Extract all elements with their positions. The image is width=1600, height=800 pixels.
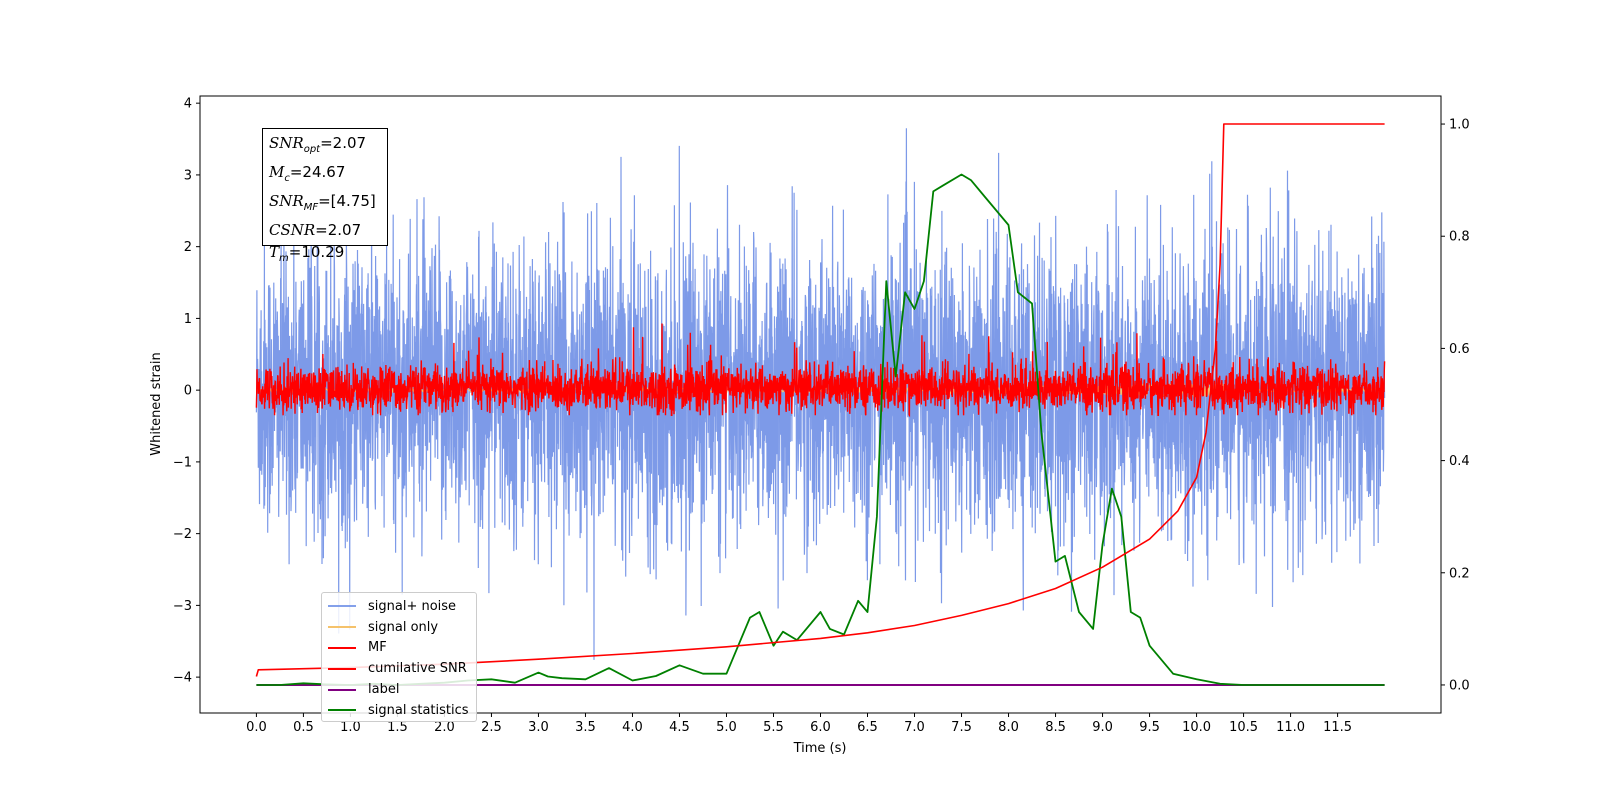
legend-item: signal+ noise <box>328 596 470 617</box>
legend-swatch <box>328 626 356 629</box>
series-mf <box>255 323 1386 418</box>
x-axis-label: Time (s) <box>793 741 847 756</box>
y-right-tick-label: 0.6 <box>1449 342 1470 357</box>
mc-row: Mc=24.67 <box>269 163 346 184</box>
x-tick-label: 8.0 <box>998 720 1019 735</box>
legend-item: MF <box>328 638 470 659</box>
x-tick-label: 7.0 <box>904 720 925 735</box>
x-tick-label: 2.5 <box>481 720 502 735</box>
legend-label: cumilative SNR <box>368 661 467 677</box>
legend-label: label <box>368 682 400 698</box>
y-left-tick-label: 3 <box>184 168 192 183</box>
legend-swatch <box>328 667 356 670</box>
y-axis-right: 1.0 0.8 0.6 0.4 0.2 0.0 <box>1441 118 1470 693</box>
x-tick-label: 3.0 <box>528 720 549 735</box>
snr-opt-row: SNRopt=2.07 <box>269 134 367 155</box>
y-axis-label: Whitened strain <box>149 352 164 455</box>
x-tick-label: 3.5 <box>575 720 596 735</box>
x-axis: 0.0 0.5 1.0 1.5 2.0 2.5 3.0 3.5 4.0 4.5 5.0 5.5 6.0 6… <box>246 713 1352 735</box>
legend-item: label <box>328 679 470 700</box>
snr-opt-value: =2.07 <box>320 134 367 152</box>
y-left-tick-label: −1 <box>173 455 192 470</box>
y-left-tick-label: −2 <box>173 527 192 542</box>
x-tick-label: 6.0 <box>810 720 831 735</box>
annotation-box: SNRopt=2.07 Mc=24.67 SNRMF=[4.75] CSNR=2… <box>262 128 388 264</box>
x-tick-label: 4.0 <box>622 720 643 735</box>
x-tick-label: 8.5 <box>1045 720 1066 735</box>
x-tick-label: 7.5 <box>951 720 972 735</box>
x-tick-label: 0.5 <box>293 720 314 735</box>
x-tick-label: 9.0 <box>1092 720 1113 735</box>
y-left-tick-label: 4 <box>184 97 192 112</box>
series-cumulative-snr <box>255 123 1385 677</box>
legend-swatch <box>328 646 356 649</box>
y-right-tick-label: 1.0 <box>1449 118 1470 133</box>
legend-item: signal only <box>328 617 470 638</box>
y-left-tick-label: −3 <box>173 599 192 614</box>
y-left-tick-label: 0 <box>184 384 192 399</box>
x-tick-label: 11.0 <box>1276 720 1305 735</box>
csnr-row: CSNR=2.07 <box>269 221 362 239</box>
y-right-tick-label: 0.0 <box>1449 678 1470 693</box>
x-tick-label: 2.0 <box>434 720 455 735</box>
x-tick-label: 0.0 <box>246 720 267 735</box>
legend: signal+ noise signal only MF cumilative SNR… <box>321 592 477 722</box>
legend-label: signal+ noise <box>368 598 457 614</box>
x-tick-label: 5.5 <box>763 720 784 735</box>
x-tick-label: 1.5 <box>387 720 408 735</box>
x-tick-label: 5.0 <box>716 720 737 735</box>
x-tick-label: 9.5 <box>1139 720 1160 735</box>
x-tick-label: 4.5 <box>669 720 690 735</box>
legend-item: cumilative SNR <box>328 658 470 679</box>
y-right-tick-label: 0.8 <box>1449 230 1470 245</box>
tm-row: Tm=10.29 <box>269 243 345 264</box>
snr-mf-row: SNRMF=[4.75] <box>269 192 376 213</box>
legend-label: MF <box>368 640 387 656</box>
y-right-tick-label: 0.2 <box>1449 566 1470 581</box>
x-tick-label: 6.5 <box>857 720 878 735</box>
x-tick-label: 1.0 <box>340 720 361 735</box>
x-tick-label: 10.5 <box>1229 720 1258 735</box>
y-left-tick-label: −4 <box>173 671 192 686</box>
legend-label: signal statistics <box>368 702 469 718</box>
csnr-value: =2.07 <box>315 221 362 239</box>
series-signal-noise <box>255 128 1386 660</box>
snr-mf-value: =[4.75] <box>318 192 376 210</box>
legend-label: signal only <box>368 619 439 635</box>
y-axis-left: 4 3 2 1 0 −1 −2 −3 −4 <box>173 97 200 686</box>
mc-value: =24.67 <box>289 163 346 181</box>
x-tick-label: 10.0 <box>1182 720 1211 735</box>
x-tick-label: 11.5 <box>1323 720 1352 735</box>
legend-swatch <box>328 605 356 608</box>
legend-swatch <box>328 688 356 691</box>
legend-item: signal statistics <box>328 700 470 721</box>
legend-swatch <box>328 709 356 712</box>
series-signal-statistics <box>256 173 1385 686</box>
y-left-tick-label: 1 <box>184 312 192 327</box>
y-left-tick-label: 2 <box>184 240 192 255</box>
y-right-tick-label: 0.4 <box>1449 454 1470 469</box>
tm-value: =10.29 <box>288 243 345 261</box>
